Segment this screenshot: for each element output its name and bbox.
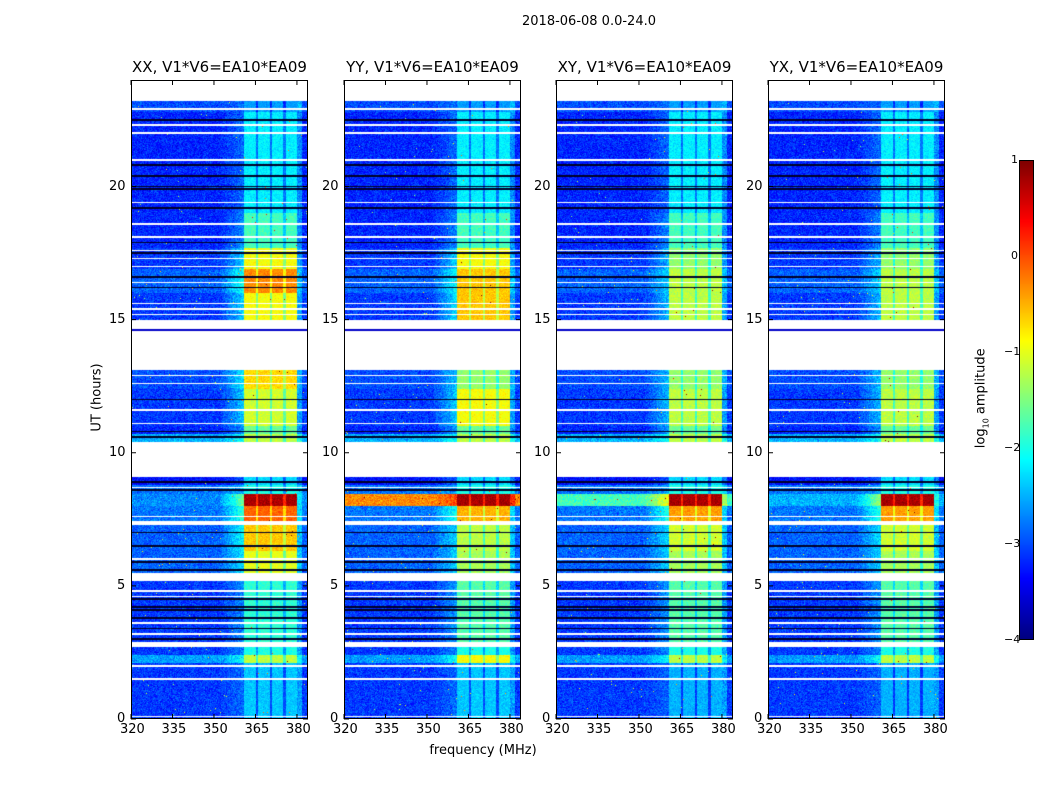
x-tick-label: 365 bbox=[669, 722, 695, 737]
colorbar-tick-label: 0 bbox=[1011, 249, 1018, 262]
colorbar-tick-label: −3 bbox=[1004, 537, 1021, 550]
x-tick-label: 380 bbox=[285, 722, 311, 737]
y-tick-label: 0 bbox=[754, 711, 763, 726]
waterfall-panel-yx bbox=[767, 80, 945, 720]
y-tick-label: 10 bbox=[322, 444, 339, 460]
y-tick-label: 10 bbox=[534, 444, 551, 460]
panel-title: YX, V1*V6=EA10*EA09 bbox=[769, 58, 944, 76]
y-tick-label: 5 bbox=[542, 577, 551, 593]
colorbar bbox=[1019, 160, 1034, 640]
heatmap-image bbox=[556, 80, 733, 719]
x-tick-label: 380 bbox=[498, 722, 524, 737]
axes-frame bbox=[130, 80, 308, 720]
y-tick-label: 15 bbox=[322, 311, 339, 327]
y-tick-label: 0 bbox=[117, 711, 126, 726]
panel-title: YY, V1*V6=EA10*EA09 bbox=[346, 58, 519, 76]
y-tick-label: 5 bbox=[754, 577, 763, 593]
x-axis-label: frequency (MHz) bbox=[429, 743, 537, 758]
waterfall-panel-xy bbox=[555, 80, 733, 720]
y-tick-label: 5 bbox=[330, 577, 339, 593]
x-tick-label: 320 bbox=[545, 722, 570, 737]
x-tick-label: 350 bbox=[839, 722, 865, 737]
x-tick-label: 380 bbox=[710, 722, 736, 737]
axes-frame bbox=[343, 80, 521, 720]
y-tick-label: 0 bbox=[542, 711, 551, 726]
heatmap-image bbox=[131, 80, 308, 719]
y-tick-label: 20 bbox=[534, 178, 551, 194]
colorbar-tick-label: −2 bbox=[1004, 441, 1021, 454]
y-tick-label: 20 bbox=[322, 178, 339, 194]
x-tick-label: 350 bbox=[202, 722, 228, 737]
y-tick-label: 15 bbox=[534, 311, 551, 327]
colorbar-tick-label: −4 bbox=[1004, 633, 1021, 646]
x-tick-label: 365 bbox=[881, 722, 907, 737]
x-tick-label: 335 bbox=[161, 722, 187, 737]
colorbar-tick-label: 1 bbox=[1011, 153, 1018, 166]
x-tick-label: 365 bbox=[457, 722, 483, 737]
x-tick-label: 320 bbox=[757, 722, 782, 737]
x-tick-label: 335 bbox=[586, 722, 612, 737]
waterfall-panel-xx bbox=[130, 80, 308, 720]
y-tick-label: 10 bbox=[109, 444, 126, 460]
y-tick-label: 20 bbox=[109, 178, 126, 194]
x-tick-label: 320 bbox=[333, 722, 358, 737]
y-tick-label: 15 bbox=[746, 311, 763, 327]
y-tick-label: 5 bbox=[117, 577, 126, 593]
y-tick-label: 0 bbox=[330, 711, 339, 726]
colorbar-label: log10 amplitude bbox=[973, 348, 991, 449]
y-tick-label: 15 bbox=[109, 311, 126, 327]
colorbar-tick-label: −1 bbox=[1004, 345, 1021, 358]
figure-title: 2018-06-08 0.0-24.0 bbox=[522, 14, 656, 29]
axes-frame bbox=[767, 80, 945, 720]
y-tick-label: 20 bbox=[746, 178, 763, 194]
heatmap-image bbox=[344, 80, 521, 719]
heatmap-image bbox=[768, 80, 945, 719]
x-tick-label: 380 bbox=[922, 722, 948, 737]
x-tick-label: 335 bbox=[798, 722, 824, 737]
x-tick-label: 350 bbox=[415, 722, 441, 737]
x-tick-label: 365 bbox=[244, 722, 270, 737]
axes-frame bbox=[555, 80, 733, 720]
x-tick-label: 335 bbox=[374, 722, 400, 737]
y-tick-label: 10 bbox=[746, 444, 763, 460]
panel-title: XY, V1*V6=EA10*EA09 bbox=[557, 58, 732, 76]
panel-title: XX, V1*V6=EA10*EA09 bbox=[132, 58, 307, 76]
y-axis-label: UT (hours) bbox=[89, 363, 105, 432]
x-tick-label: 320 bbox=[120, 722, 145, 737]
waterfall-panel-yy bbox=[343, 80, 521, 720]
x-tick-label: 350 bbox=[627, 722, 653, 737]
